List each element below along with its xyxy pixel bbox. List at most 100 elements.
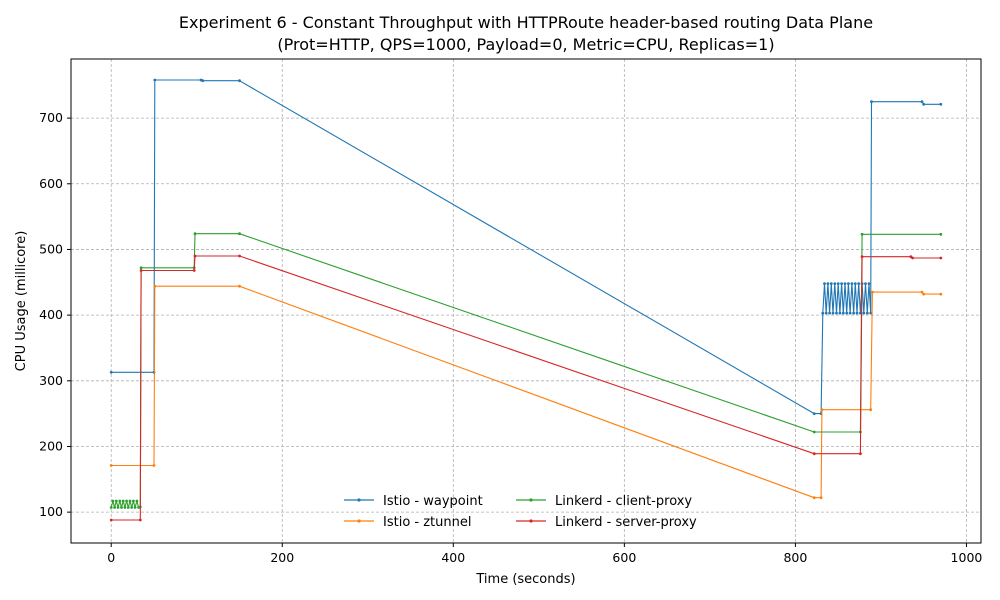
x-tick-label: 200 <box>270 550 294 565</box>
data-point <box>845 311 849 315</box>
data-point <box>850 282 854 285</box>
data-point <box>862 311 866 315</box>
data-point <box>829 282 833 285</box>
x-tick-label: 1000 <box>951 550 983 565</box>
y-tick-label: 200 <box>39 438 63 453</box>
y-tick-label: 300 <box>39 373 63 388</box>
data-point <box>939 232 943 236</box>
data-point <box>833 282 837 285</box>
series-istio-ztunnel <box>109 284 943 500</box>
data-point <box>835 311 838 315</box>
y-tick-label: 500 <box>39 241 63 256</box>
data-point <box>920 290 924 294</box>
data-point <box>821 311 825 315</box>
data-point <box>120 506 123 509</box>
data-point <box>133 506 137 509</box>
data-point <box>109 464 113 467</box>
grid <box>71 59 981 543</box>
data-point <box>130 506 134 509</box>
x-tick-label: 400 <box>441 550 465 565</box>
data-point <box>812 496 816 500</box>
data-point <box>118 499 122 503</box>
y-axis-label: CPU Usage (millicore) <box>14 231 29 372</box>
data-point <box>922 102 926 106</box>
data-point <box>138 518 142 522</box>
legend-label: Linkerd - server-proxy <box>555 515 697 530</box>
legend-label: Istio - waypoint <box>383 494 483 509</box>
data-point <box>859 452 862 456</box>
data-point <box>852 311 855 315</box>
data-point <box>113 506 116 509</box>
axis-ticks: 0 200 400 600 800 1000 100 200 300 400 500 600 700 <box>39 110 982 565</box>
data-point <box>939 292 943 296</box>
series-linkerd-client-proxy <box>109 232 943 509</box>
data-point <box>848 311 852 315</box>
legend-marker <box>529 519 533 523</box>
data-point <box>939 102 943 106</box>
series-line <box>111 285 941 499</box>
data-point <box>838 311 842 315</box>
plot-frame <box>70 58 982 544</box>
data-point <box>820 408 824 412</box>
legend: Istio - waypoint Istio - ztunnel Linkerd -… <box>344 494 697 530</box>
data-point <box>135 499 139 503</box>
data-point <box>111 499 115 503</box>
data-point <box>152 464 156 467</box>
x-tick-label: 600 <box>612 550 636 565</box>
data-point <box>238 254 241 258</box>
data-point <box>126 506 130 509</box>
data-point <box>116 506 120 509</box>
legend-item: Istio - ztunnel <box>344 515 471 530</box>
data-point <box>836 282 840 285</box>
data-point <box>812 430 816 434</box>
y-tick-label: 100 <box>39 504 63 519</box>
data-point <box>922 292 926 296</box>
data-point <box>853 282 857 285</box>
data-point <box>860 232 864 236</box>
x-tick-label: 800 <box>783 550 807 565</box>
data-point <box>865 311 869 315</box>
x-axis-label: Time (seconds) <box>475 572 575 587</box>
data-point <box>843 282 847 285</box>
legend-marker <box>357 498 361 502</box>
data-point <box>826 282 830 285</box>
x-tick-label: 0 <box>107 550 115 565</box>
data-point <box>109 506 113 509</box>
legend-item: Linkerd - client-proxy <box>516 494 692 509</box>
data-point <box>871 290 874 294</box>
data-point <box>828 311 831 315</box>
data-point <box>109 370 113 374</box>
data-point <box>819 496 823 500</box>
legend-item: Linkerd - server-proxy <box>516 515 697 530</box>
series-line <box>110 233 941 509</box>
data-point <box>238 232 241 236</box>
y-tick-label: 600 <box>39 176 63 191</box>
data-point <box>238 79 241 83</box>
data-point <box>192 269 196 272</box>
legend-item: Istio - waypoint <box>344 494 483 509</box>
chart-subtitle: (Prot=HTTP, QPS=1000, Payload=0, Metric=… <box>277 35 774 54</box>
data-point <box>128 499 132 503</box>
data-point <box>123 506 127 509</box>
data-point <box>841 311 845 315</box>
data-point <box>153 78 157 82</box>
data-point <box>864 282 867 285</box>
legend-marker <box>529 498 533 502</box>
data-point <box>153 284 157 288</box>
data-point <box>121 499 125 503</box>
data-point <box>812 452 816 456</box>
data-point <box>840 282 843 285</box>
data-point <box>855 311 859 315</box>
data-point <box>132 499 135 503</box>
plot-lines <box>109 78 943 522</box>
data-point <box>238 284 241 288</box>
data-point <box>867 282 871 285</box>
data-point <box>860 255 864 259</box>
legend-marker <box>357 519 361 523</box>
data-point <box>847 282 850 285</box>
data-point <box>823 282 826 285</box>
data-point <box>870 100 873 104</box>
series-line <box>111 79 941 415</box>
y-tick-label: 400 <box>39 307 63 322</box>
